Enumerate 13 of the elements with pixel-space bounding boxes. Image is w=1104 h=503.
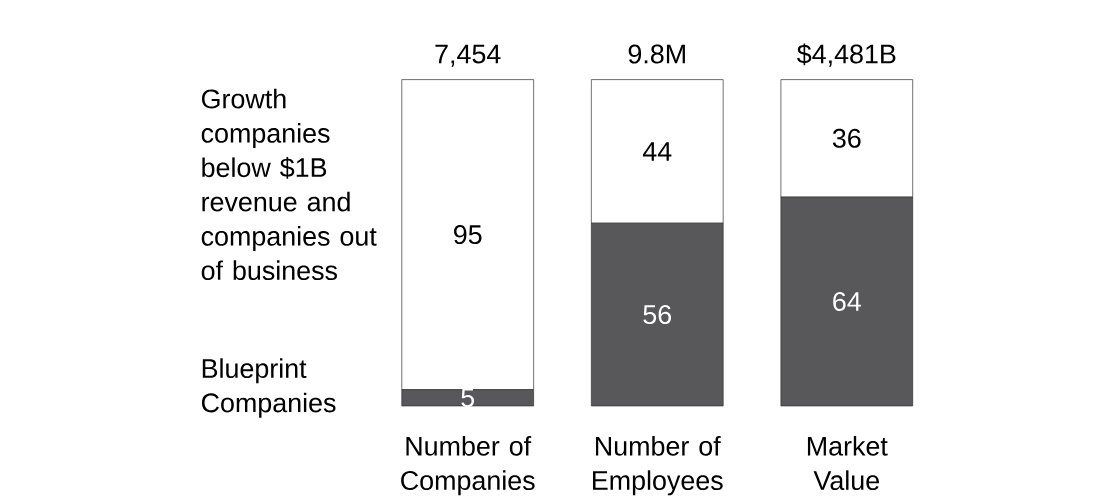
data-label: 56	[643, 304, 672, 324]
text: Blueprint Companies	[201, 358, 336, 418]
x-tick-label: Market Value	[807, 435, 888, 490]
data-label: 95	[454, 224, 482, 244]
x-tick-label: Number of Employees	[593, 435, 723, 496]
annotation: 7,454	[435, 44, 501, 67]
annotation: $4,481B	[797, 43, 896, 67]
x-tick-label: Number of Companies	[401, 435, 535, 496]
data-label: 44	[642, 141, 672, 161]
data-label: 36	[832, 128, 861, 148]
data-label: 64	[833, 291, 861, 311]
annotation: 9.8M	[628, 44, 685, 64]
series-label: Growth companies below $1B revenue and companies out of business	[201, 88, 377, 280]
